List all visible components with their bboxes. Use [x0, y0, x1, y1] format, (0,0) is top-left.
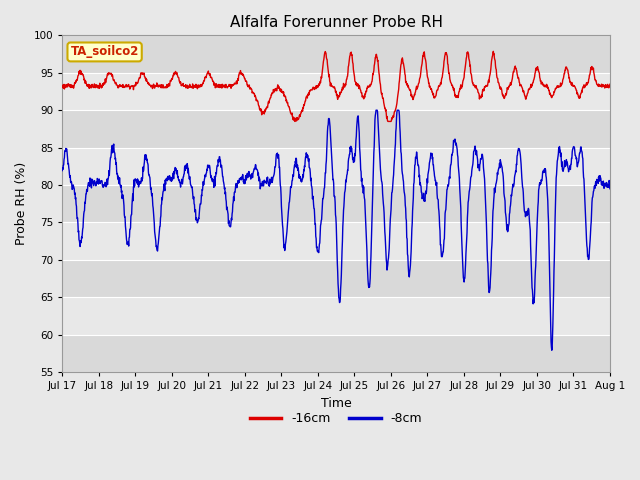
- Bar: [62, 110, 610, 148]
- Text: TA_soilco2: TA_soilco2: [70, 46, 139, 59]
- Legend: -16cm, -8cm: -16cm, -8cm: [245, 407, 427, 430]
- Bar: [62, 185, 610, 223]
- Y-axis label: Probe RH (%): Probe RH (%): [15, 162, 28, 245]
- Bar: [62, 260, 610, 298]
- Bar: [62, 36, 610, 73]
- X-axis label: Time: Time: [321, 397, 351, 410]
- Bar: [62, 335, 610, 372]
- Title: Alfalfa Forerunner Probe RH: Alfalfa Forerunner Probe RH: [230, 15, 442, 30]
